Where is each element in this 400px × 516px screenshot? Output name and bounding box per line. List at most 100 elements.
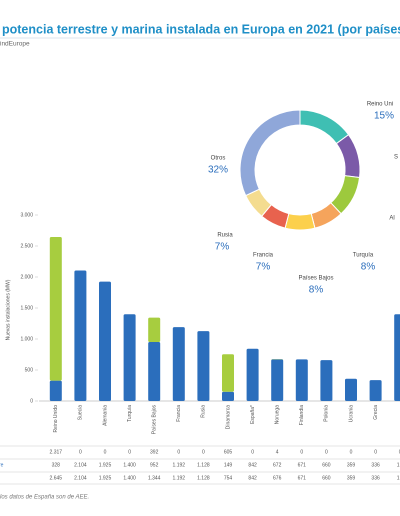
table-total: 336	[371, 475, 380, 481]
segment-label: Otros	[211, 156, 226, 162]
bar-segment	[99, 281, 111, 401]
x-tick-label: Grecia	[373, 405, 379, 420]
table-value: 328	[52, 462, 61, 468]
table-value: 2.317	[50, 449, 63, 455]
table-value: 392	[150, 449, 159, 455]
table-value: 1.925	[99, 462, 112, 468]
segment-label: Turquía	[353, 253, 374, 259]
bar-segment	[123, 314, 136, 401]
y-tick-label: 1.500	[20, 305, 33, 311]
x-tick-label: Polonia	[324, 405, 330, 422]
x-tick-label: Ucrania	[348, 405, 354, 422]
donut-segment	[299, 109, 350, 145]
segment-value: 8%	[309, 285, 324, 296]
table-value: 0	[300, 449, 303, 455]
y-tick-label: 2.000	[20, 274, 33, 280]
bar-segment	[295, 359, 308, 401]
table-value: 0	[325, 449, 328, 455]
segment-label: Reino Uni	[367, 102, 393, 108]
bar-segment	[197, 331, 210, 401]
table-total: 1.192	[173, 475, 186, 481]
table-value: 0	[399, 449, 400, 455]
table-value: 0	[177, 449, 180, 455]
y-tick-label: 2.500	[20, 243, 33, 249]
donut-segment	[284, 212, 316, 231]
bar-segment	[148, 341, 161, 401]
y-tick-label: 0	[30, 398, 33, 404]
x-tick-label: Noruega	[275, 405, 281, 424]
segment-value: 8%	[361, 262, 376, 273]
x-tick-label: Francia	[176, 405, 182, 422]
x-tick-label: España*	[250, 405, 256, 424]
segment-label: S	[394, 155, 398, 161]
x-tick-label: Suecia	[78, 405, 84, 421]
table-value: 0	[79, 449, 82, 455]
y-axis-label: Nuevas instalaciones (MW)	[5, 279, 11, 340]
table-total: 660	[322, 475, 331, 481]
table-value: 149	[224, 462, 233, 468]
footnote: los datos de España son de AEE.	[0, 495, 89, 501]
row-label: re	[0, 462, 4, 468]
bar-segment	[222, 391, 234, 401]
table-value: 1.400	[123, 462, 136, 468]
table-total: 1.4	[397, 475, 400, 481]
table-value: 359	[347, 462, 356, 468]
segment-label: Rusia	[217, 233, 233, 239]
table-value: 671	[298, 462, 307, 468]
bar-segment	[246, 348, 259, 401]
bar-segment	[345, 378, 357, 401]
bar-segment	[394, 314, 400, 401]
bar-segment	[369, 380, 382, 401]
table-total: 2.104	[74, 475, 87, 481]
table-value: 0	[350, 449, 353, 455]
bar-segment	[148, 317, 161, 342]
segment-value: 7%	[256, 262, 271, 273]
table-total: 359	[347, 475, 356, 481]
table-value: 0	[251, 449, 254, 455]
table-value: 0	[104, 449, 107, 455]
x-tick-label: Rusia	[201, 405, 207, 418]
bar-segment	[271, 359, 284, 401]
bar-segment	[49, 237, 62, 381]
bar-segment	[320, 360, 333, 401]
table-total: 2.645	[50, 475, 63, 481]
x-tick-label: Alemania	[102, 405, 108, 426]
segment-value: 7%	[215, 242, 230, 253]
table-value: 672	[273, 462, 282, 468]
table-total: 1.400	[123, 475, 136, 481]
table-total: 1.128	[197, 475, 210, 481]
title: potencia terrestre y marina instalada en…	[2, 22, 400, 36]
y-tick-label: 3.000	[20, 212, 33, 218]
bar-segment	[74, 270, 87, 401]
table-total: 754	[224, 475, 233, 481]
table-total: 1.925	[99, 475, 112, 481]
table-value: 1.192	[173, 462, 186, 468]
table-value: 0	[128, 449, 131, 455]
table-value: 1.128	[197, 462, 210, 468]
table-total: 842	[248, 475, 257, 481]
donut-segment	[335, 134, 361, 179]
y-tick-label: 1.000	[20, 336, 33, 342]
y-tick-label: 500	[25, 367, 34, 373]
table-value: 1.4	[397, 462, 400, 468]
bar-segment	[222, 354, 234, 392]
x-tick-label: Finlandia	[299, 405, 305, 426]
table-value: 660	[322, 462, 331, 468]
table-value: 842	[248, 462, 257, 468]
table-value: 2.104	[74, 462, 87, 468]
table-value: 952	[150, 462, 159, 468]
table-value: 0	[374, 449, 377, 455]
table-total: 676	[273, 475, 282, 481]
x-tick-label: Dinamarca	[225, 405, 231, 429]
bar-segment	[49, 380, 62, 401]
table-value: 605	[224, 449, 233, 455]
subtitle: indEurope	[0, 41, 30, 48]
x-tick-label: Países Bajos	[152, 405, 158, 435]
segment-label: Francia	[253, 253, 274, 259]
table-value: 4	[276, 449, 279, 455]
segment-value: 15%	[374, 111, 394, 122]
table-total: 671	[298, 475, 307, 481]
segment-value: 32%	[208, 165, 228, 176]
segment-label: Al	[389, 216, 394, 222]
donut-segment	[239, 109, 301, 197]
